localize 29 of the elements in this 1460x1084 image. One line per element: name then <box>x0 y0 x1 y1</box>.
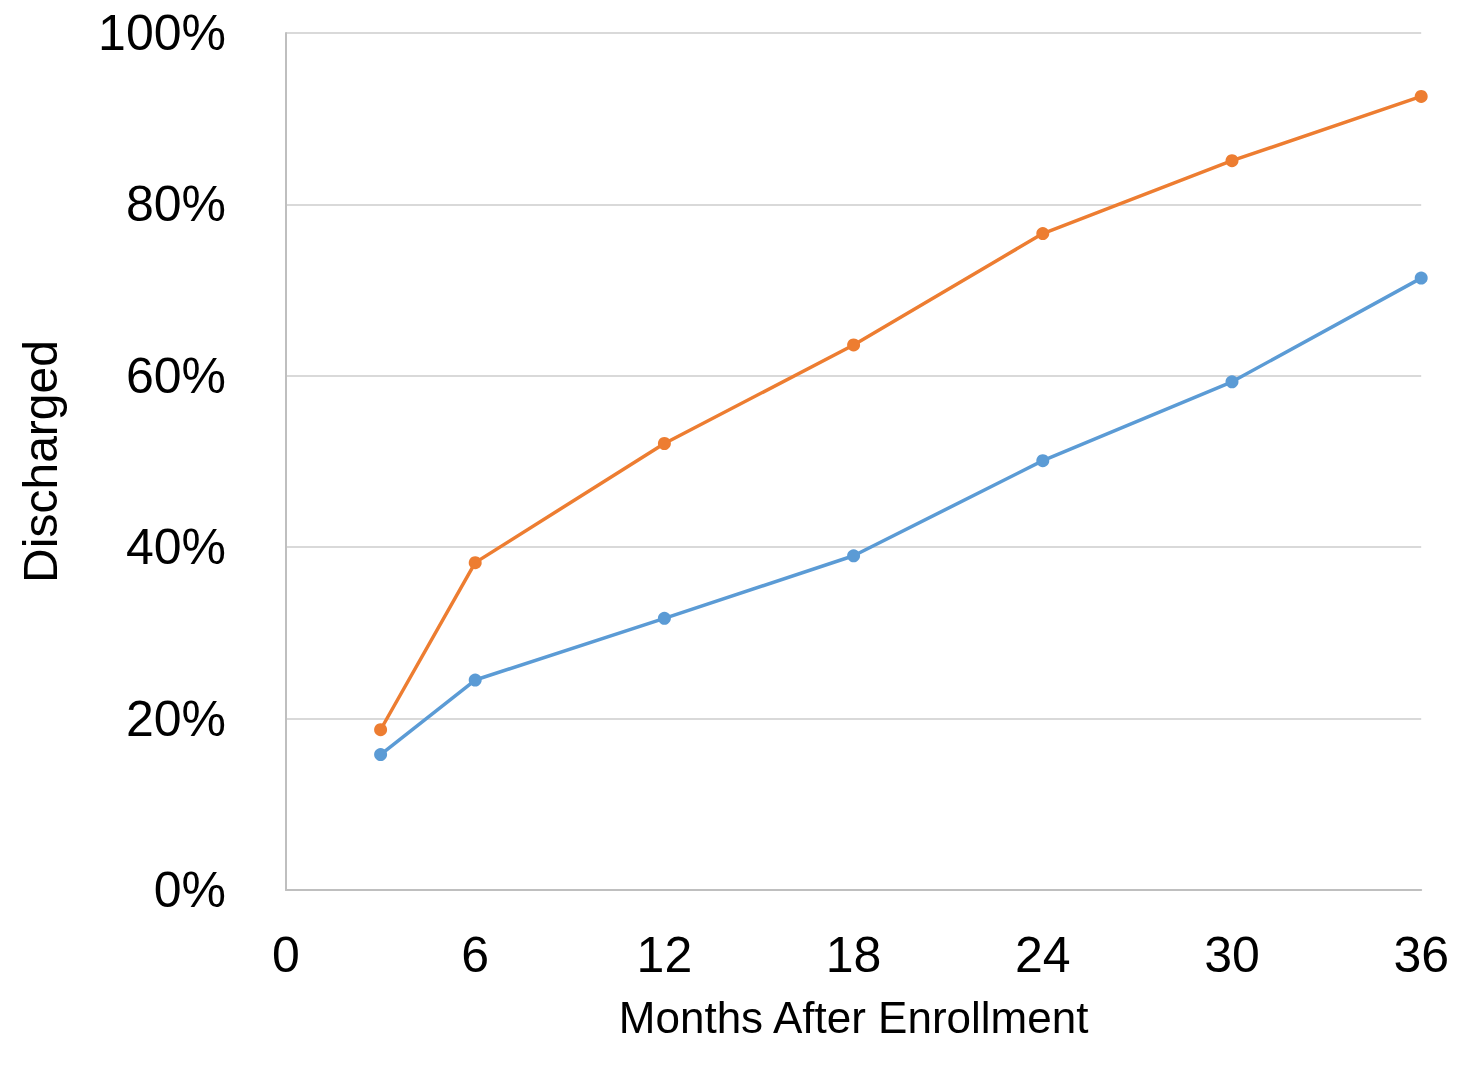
y-tick-label: 80% <box>125 176 226 233</box>
point <box>1414 271 1428 285</box>
y-tick-label: 0% <box>153 862 226 918</box>
point <box>657 611 671 625</box>
point <box>1036 454 1050 468</box>
x-tick-label: 18 <box>825 927 882 983</box>
y-tick-label: 40% <box>125 519 226 576</box>
point <box>847 338 861 352</box>
point <box>374 723 388 737</box>
point <box>468 556 482 570</box>
x-tick-label: 12 <box>636 927 693 983</box>
y-tick-label: 20% <box>125 690 226 747</box>
point <box>847 549 861 563</box>
point <box>657 437 671 450</box>
point <box>1225 154 1239 168</box>
x-axis-title: Months After Enrollment <box>618 992 1089 1042</box>
point <box>1414 89 1428 103</box>
y-axis-title: Discharged <box>13 340 67 583</box>
x-tick-label: 0 <box>272 927 300 983</box>
point <box>468 673 482 687</box>
point <box>374 748 388 762</box>
x-tick-label: 30 <box>1204 927 1260 983</box>
x-tick-label: 6 <box>461 927 490 983</box>
y-tick-label: 60% <box>125 347 226 404</box>
point <box>1225 375 1239 389</box>
x-tick-label: 36 <box>1393 927 1449 983</box>
point <box>1036 227 1050 241</box>
x-tick-label: 24 <box>1014 927 1071 983</box>
y-tick-label: 100% <box>98 5 226 61</box>
